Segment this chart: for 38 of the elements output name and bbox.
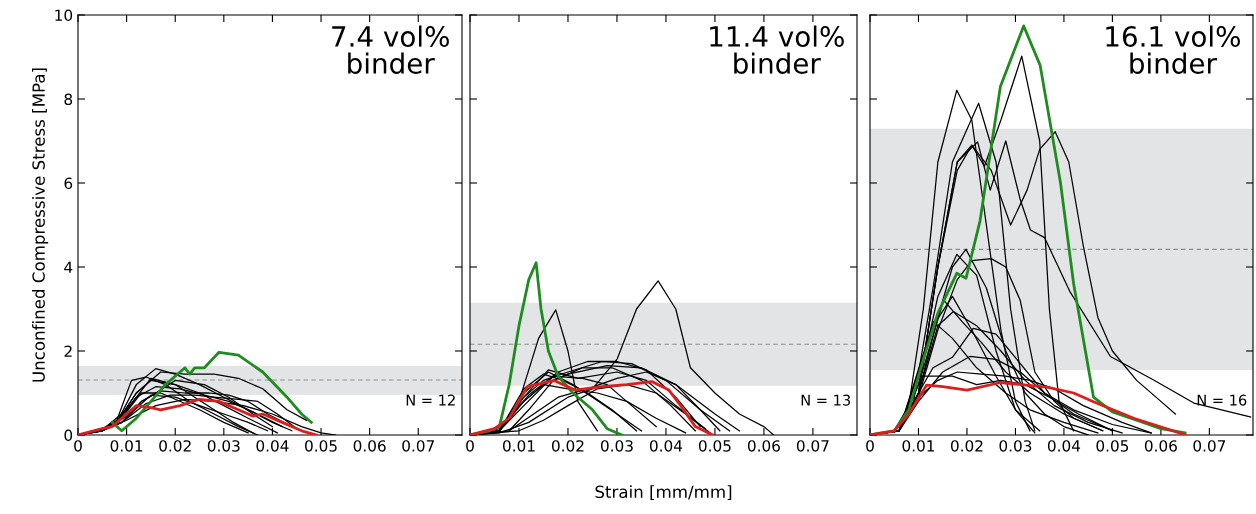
x-tick-label: 0.03 <box>207 440 240 452</box>
x-tick-label: 0 <box>866 440 874 452</box>
x-tick-label: 0.02 <box>551 440 584 452</box>
x-tick-label: 0.01 <box>502 440 535 452</box>
y-tick-label: 2 <box>64 345 72 357</box>
x-axis-title: Strain [mm/mm] <box>595 485 732 501</box>
annotation: N = 12 <box>406 394 455 406</box>
x-tick-label: 0.07 <box>796 440 829 452</box>
y-tick-label: 4 <box>64 261 73 273</box>
text: 16.1 vol% binder <box>1106 25 1240 74</box>
x-tick-label: 0.05 <box>698 440 731 452</box>
annotation: N = 13 <box>801 394 851 406</box>
x-tick-label: 0.02 <box>159 440 191 452</box>
y-tick-label: 8 <box>64 93 73 106</box>
x-tick-label: 0.07 <box>402 440 434 452</box>
x-tick-label: 0.04 <box>649 440 683 452</box>
x-tick-label: 0.06 <box>1144 440 1177 452</box>
x-tick-label: 0.01 <box>110 440 143 452</box>
x-tick-label: 0.03 <box>600 440 633 452</box>
x-tick-label: 0.01 <box>902 440 935 452</box>
x-tick-label: 0 <box>466 440 474 452</box>
y-tick-label: 10 <box>55 9 73 22</box>
x-tick-label: 0.05 <box>1096 440 1129 452</box>
x-tick-label: 0.05 <box>305 440 337 452</box>
x-tick-label: 0.06 <box>353 440 386 452</box>
x-tick-label: 0 <box>74 440 82 452</box>
x-tick-label: 0.06 <box>747 440 780 452</box>
y-axis-title: Unconfined Compressive Stress [MPa] <box>32 68 49 382</box>
x-tick-label: 0.02 <box>950 440 983 452</box>
y-tick-label: 6 <box>64 177 73 190</box>
x-tick-label: 0.04 <box>256 440 289 452</box>
text: 7.4 vol% binder <box>332 25 449 74</box>
text: 11.4 vol% binder <box>710 25 844 74</box>
x-tick-label: 0.07 <box>1193 440 1226 452</box>
x-tick-label: 0.04 <box>1047 440 1081 452</box>
x-tick-label: 0.03 <box>999 440 1032 452</box>
annotation: N = 16 <box>1197 394 1247 406</box>
y-tick-label: 0 <box>64 429 73 442</box>
